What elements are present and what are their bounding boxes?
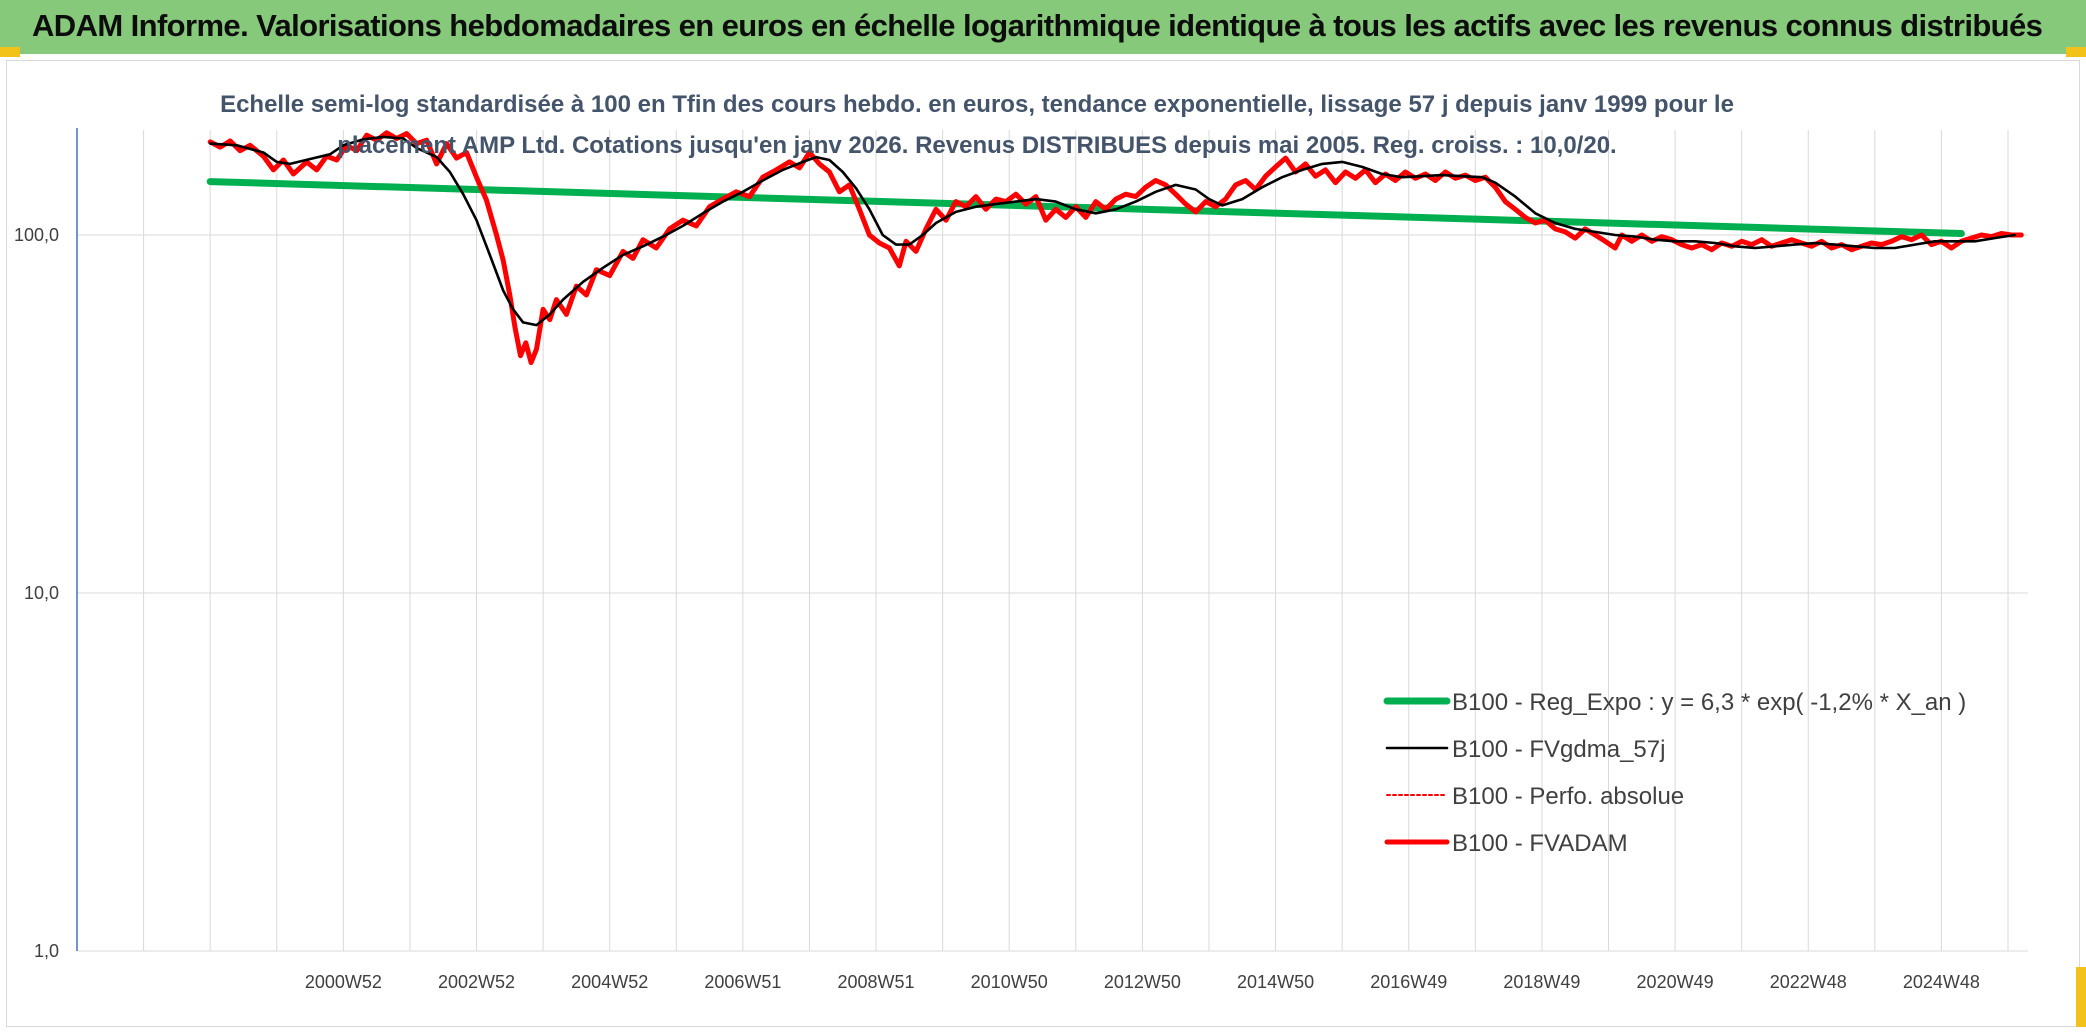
- title-banner: ADAM Informe. Valorisations hebdomadaire…: [0, 0, 2086, 56]
- y-tick-label: 10,0: [24, 583, 59, 603]
- chart-subtitle-line2: placement AMP Ltd. Cotations jusqu'en ja…: [337, 132, 1616, 159]
- legend: B100 - Reg_Expo : y = 6,3 * exp( -1,2% *…: [1383, 689, 1966, 857]
- corner-accent-bottom-right: [2076, 967, 2086, 1027]
- grid: [77, 130, 2028, 952]
- series-line-fvgdma: [208, 135, 2016, 327]
- x-tick-label: 2014W50: [1237, 972, 1314, 992]
- chart-subtitle-line1: Echelle semi-log standardisée à 100 en T…: [220, 91, 1734, 118]
- y-tick-labels: 100,0 10,0 1,0: [14, 225, 59, 961]
- x-tick-label: 2020W49: [1637, 972, 1714, 992]
- x-tick-label: 2022W48: [1770, 972, 1847, 992]
- series-line-reg_expo: [206, 178, 1965, 237]
- x-tick-label: 2008W51: [838, 972, 915, 992]
- x-tick-label: 2016W49: [1370, 972, 1447, 992]
- y-tick-label: 1,0: [34, 941, 59, 961]
- legend-label-fvgdma: B100 - FVgdma_57j: [1452, 736, 1665, 763]
- legend-label-reg_expo: B100 - Reg_Expo : y = 6,3 * exp( -1,2% *…: [1452, 689, 1966, 716]
- y-tick-label: 100,0: [14, 225, 59, 245]
- x-tick-label: 2024W48: [1903, 972, 1980, 992]
- x-tick-label: 2002W52: [438, 972, 515, 992]
- x-tick-labels: 2000W52 2002W52 2004W52 2006W51 2008W51 2010W…: [305, 972, 1980, 992]
- legend-label-perfo: B100 - Perfo. absolue: [1452, 783, 1684, 810]
- corner-accent-top-right: [2066, 47, 2086, 57]
- x-tick-label: 2012W50: [1104, 972, 1181, 992]
- series-layer: [206, 130, 2024, 366]
- x-tick-label: 2018W49: [1503, 972, 1580, 992]
- chart-frame: [6, 60, 2080, 1027]
- x-tick-label: 2006W51: [704, 972, 781, 992]
- x-tick-label: 2000W52: [305, 972, 382, 992]
- x-tick-label: 2010W50: [971, 972, 1048, 992]
- page-title: ADAM Informe. Valorisations hebdomadaire…: [32, 8, 2043, 43]
- legend-label-fvadam: B100 - FVADAM: [1452, 830, 1628, 857]
- x-tick-label: 2004W52: [571, 972, 648, 992]
- corner-accent-top-left: [0, 47, 20, 57]
